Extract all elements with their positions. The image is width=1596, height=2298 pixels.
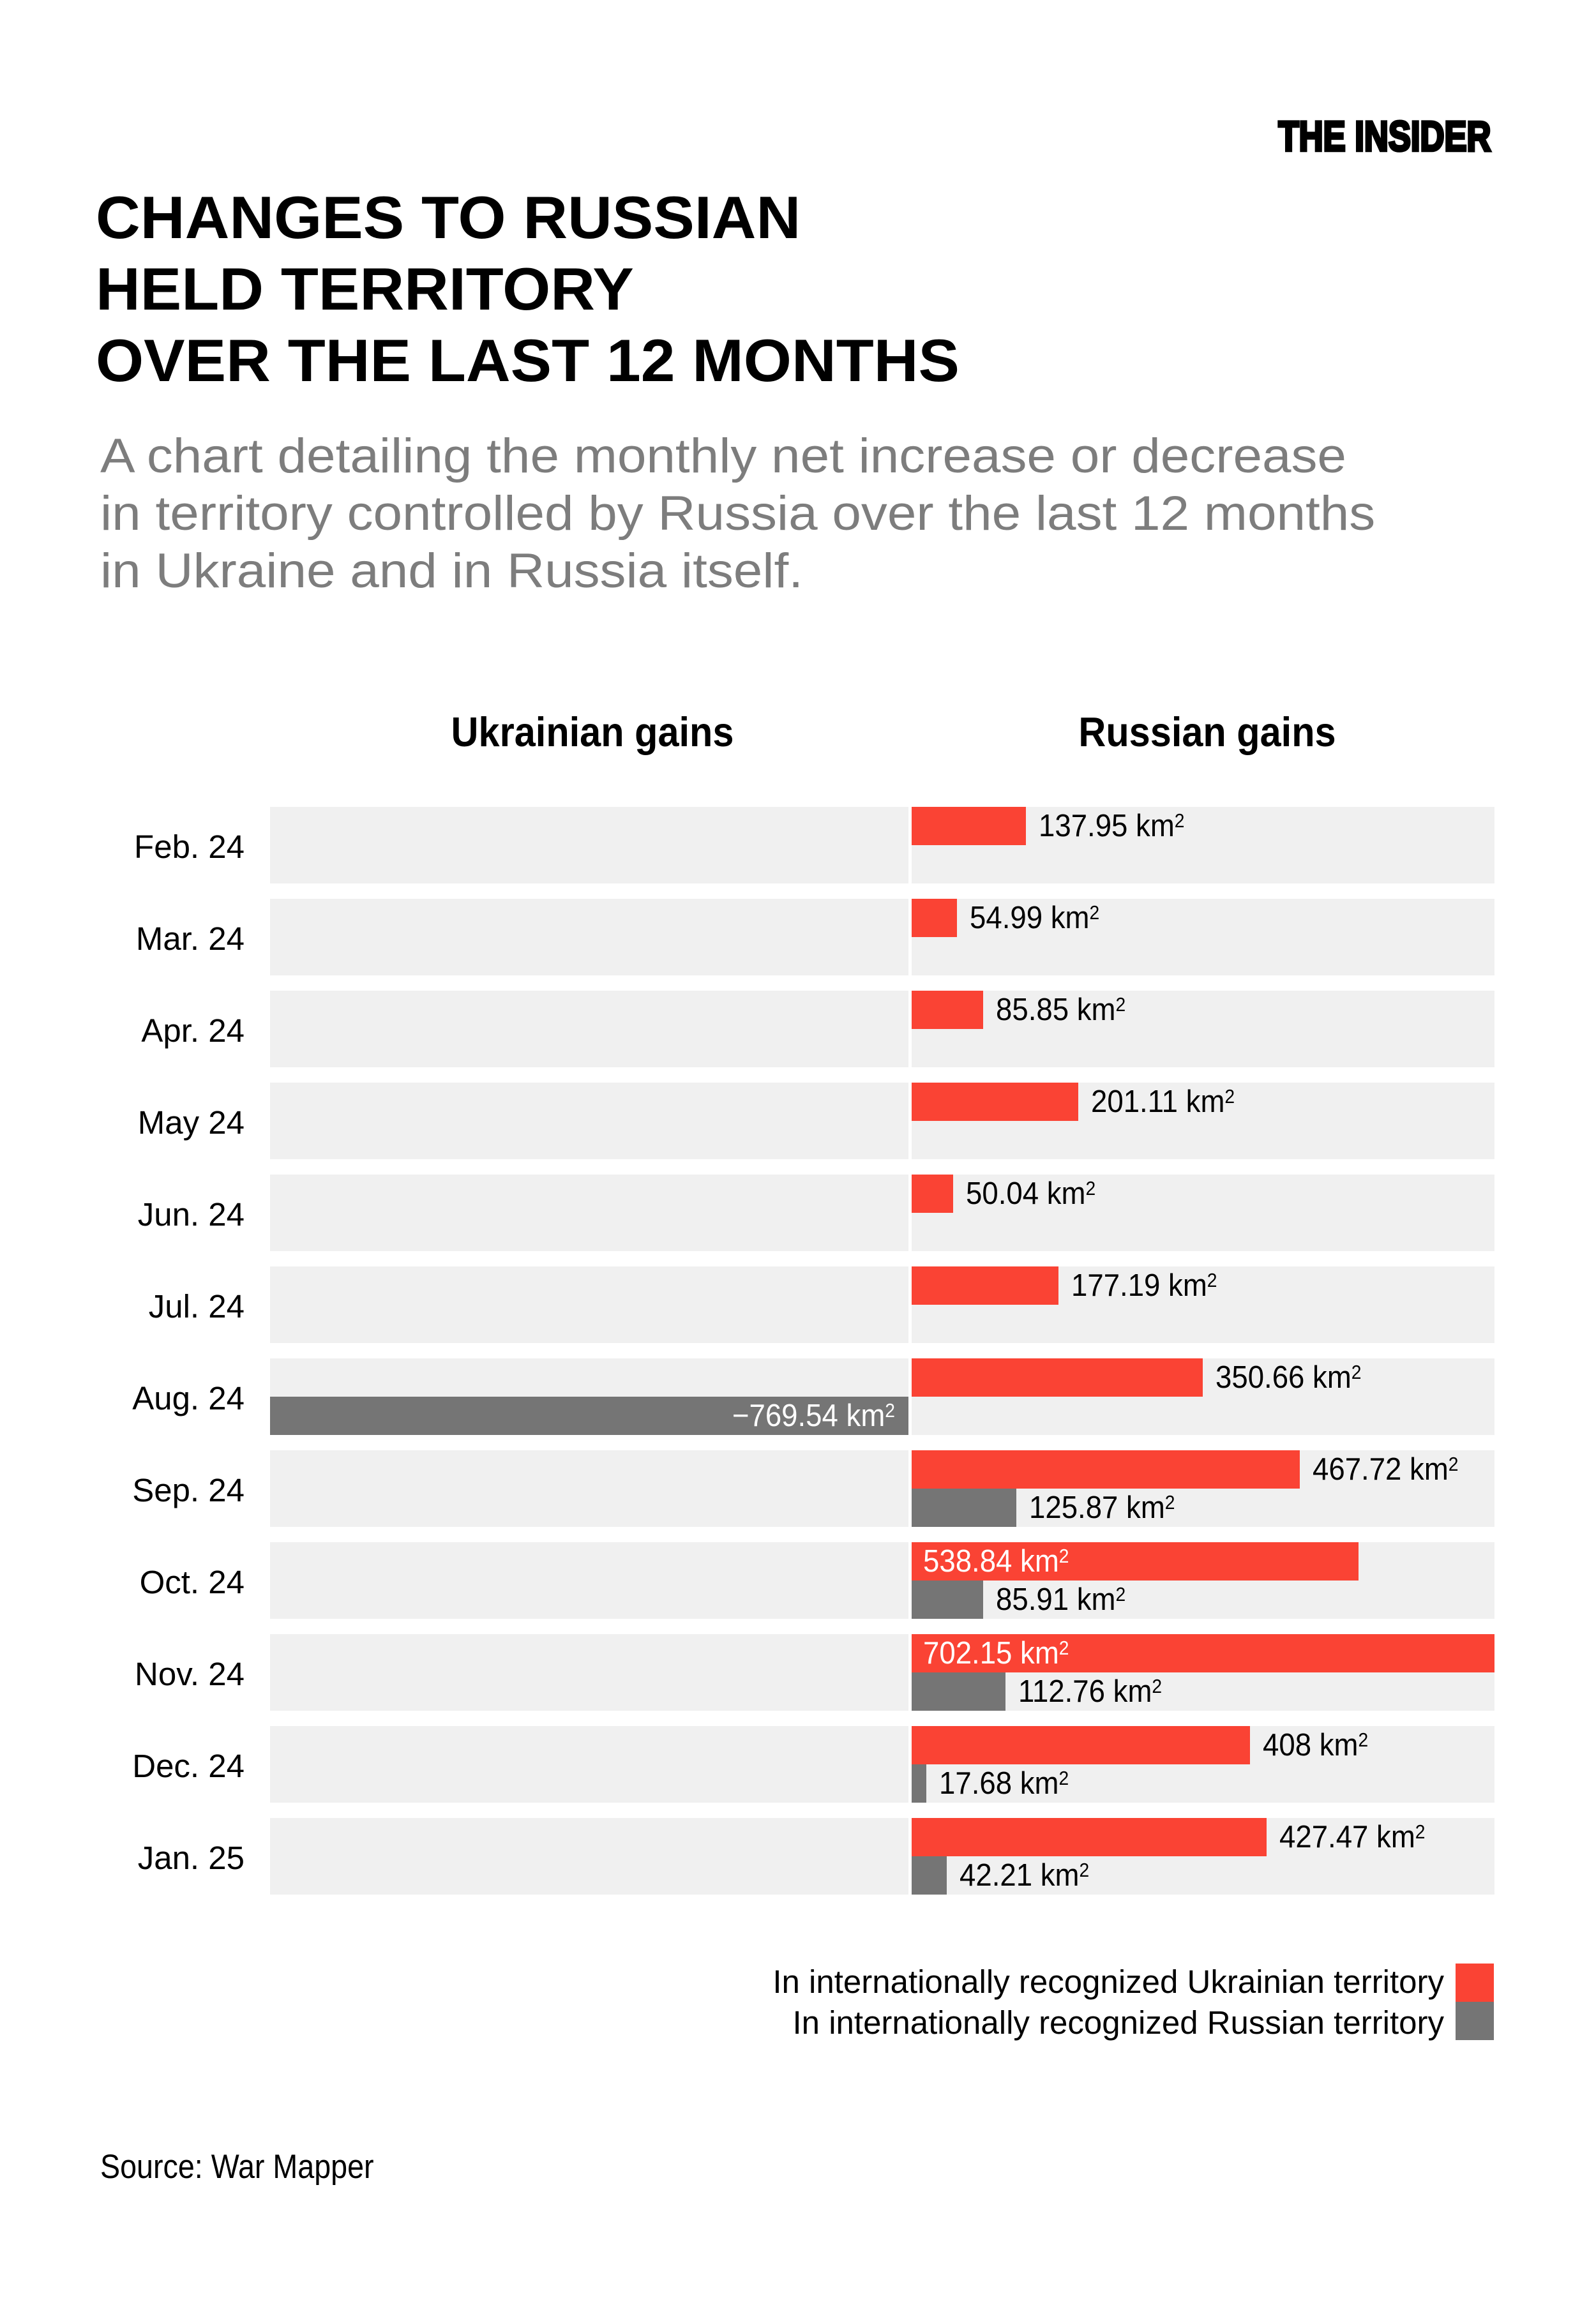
svg-text:THE INSIDER: THE INSIDER — [1279, 119, 1491, 160]
